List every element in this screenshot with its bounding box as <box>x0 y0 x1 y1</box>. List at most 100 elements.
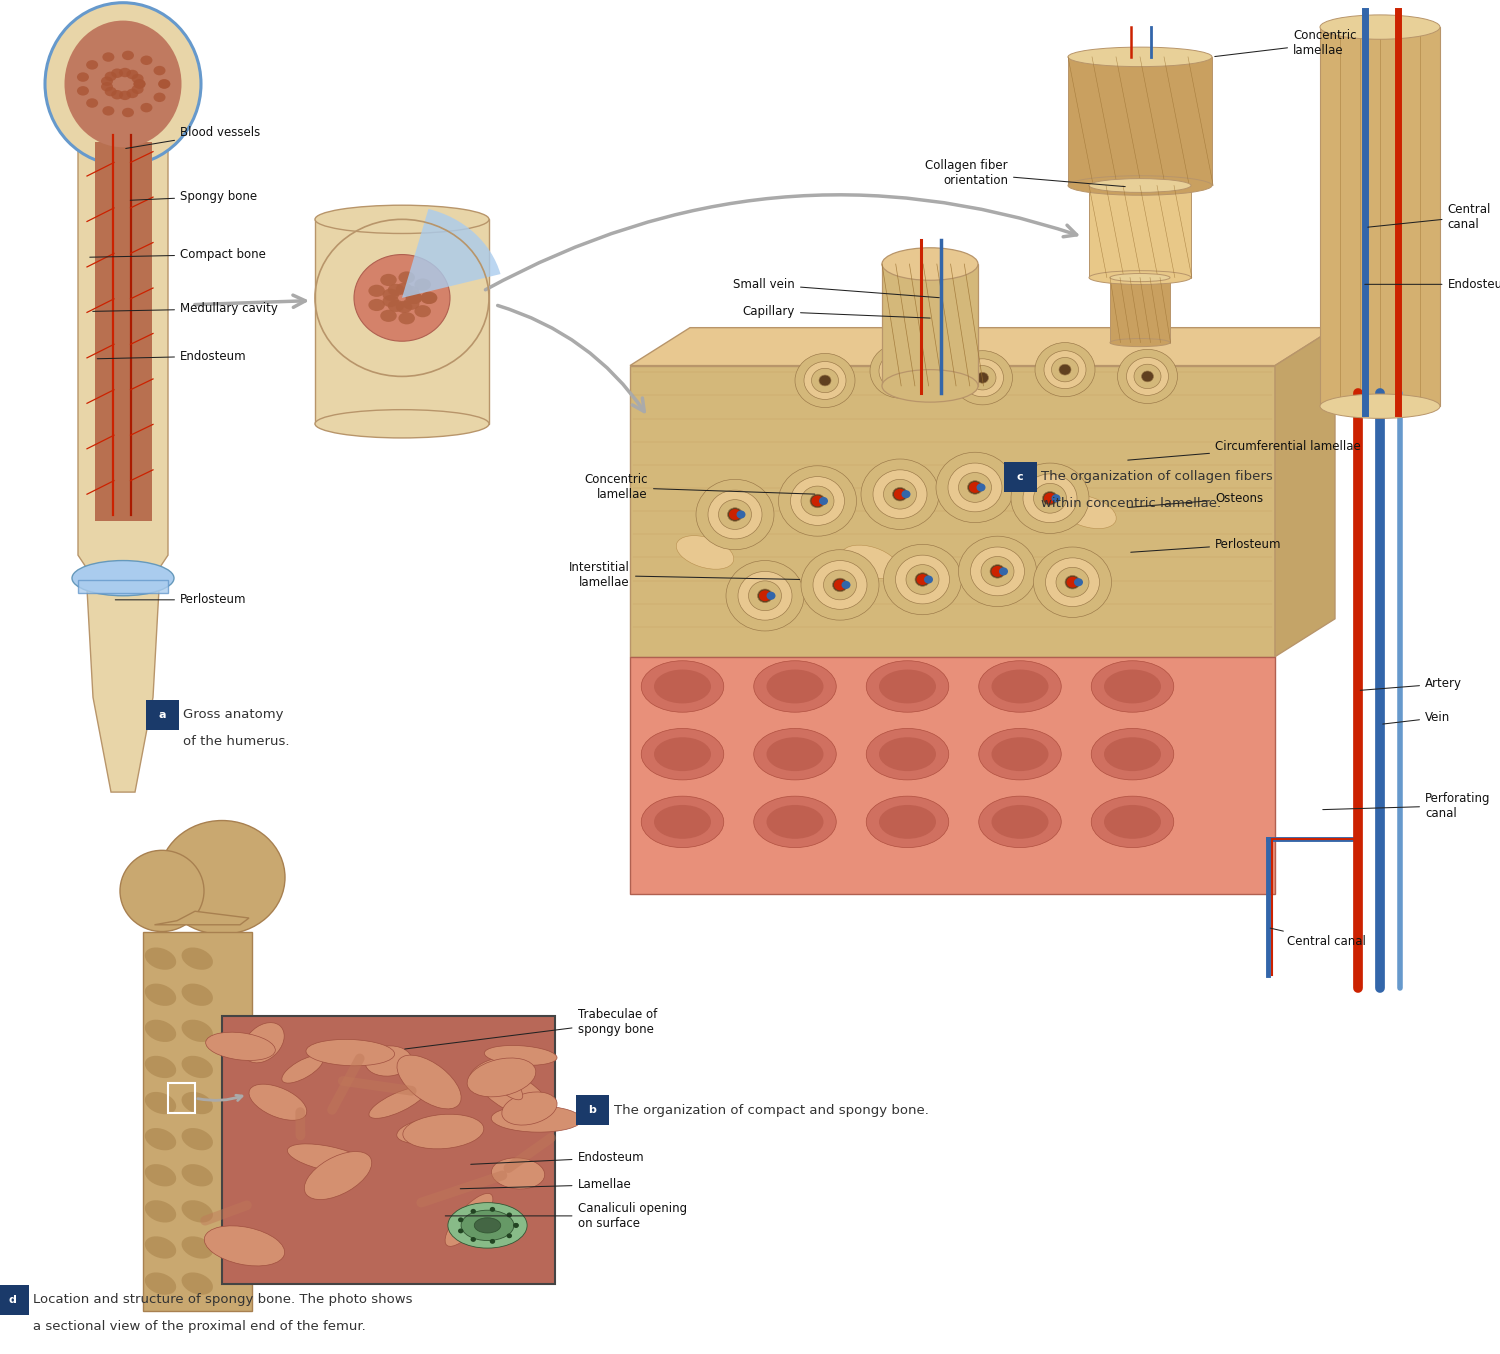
Ellipse shape <box>146 1236 176 1259</box>
Ellipse shape <box>978 661 1062 712</box>
Polygon shape <box>94 142 152 521</box>
Ellipse shape <box>122 50 134 60</box>
Circle shape <box>958 536 1036 607</box>
Ellipse shape <box>146 1200 176 1223</box>
Ellipse shape <box>992 804 1048 838</box>
Ellipse shape <box>398 1117 465 1144</box>
Text: Endosteum: Endosteum <box>471 1151 644 1164</box>
FancyBboxPatch shape <box>1004 462 1036 492</box>
Ellipse shape <box>405 292 423 305</box>
Ellipse shape <box>134 79 146 89</box>
Ellipse shape <box>654 669 711 703</box>
Circle shape <box>915 573 930 586</box>
Circle shape <box>824 570 856 600</box>
Ellipse shape <box>206 1032 276 1060</box>
Ellipse shape <box>414 305 430 317</box>
Text: Perforating
canal: Perforating canal <box>1323 792 1491 819</box>
Ellipse shape <box>466 1057 536 1097</box>
Text: Central
canal: Central canal <box>1368 203 1491 230</box>
Circle shape <box>916 574 928 585</box>
Ellipse shape <box>1090 796 1173 848</box>
Circle shape <box>990 565 1005 578</box>
Circle shape <box>861 459 939 529</box>
Ellipse shape <box>1104 738 1161 772</box>
Ellipse shape <box>315 206 489 233</box>
Circle shape <box>489 1206 495 1212</box>
Ellipse shape <box>879 669 936 703</box>
Circle shape <box>801 486 834 516</box>
Ellipse shape <box>470 1057 514 1086</box>
Ellipse shape <box>182 1200 213 1223</box>
FancyBboxPatch shape <box>1089 185 1191 278</box>
Circle shape <box>924 575 933 584</box>
Text: of the humerus.: of the humerus. <box>183 735 290 749</box>
Circle shape <box>842 581 850 589</box>
Ellipse shape <box>879 804 936 838</box>
Ellipse shape <box>867 796 948 848</box>
Ellipse shape <box>100 83 112 92</box>
Text: Location and structure of spongy bone. The photo shows: Location and structure of spongy bone. T… <box>33 1293 412 1307</box>
Ellipse shape <box>159 79 171 89</box>
Circle shape <box>892 487 908 501</box>
Text: Circumferential lamellae: Circumferential lamellae <box>1128 440 1360 460</box>
Ellipse shape <box>867 661 948 712</box>
Circle shape <box>1065 575 1080 589</box>
Text: Central canal: Central canal <box>1270 927 1366 948</box>
Ellipse shape <box>404 298 420 310</box>
Ellipse shape <box>474 1217 501 1233</box>
Ellipse shape <box>420 292 438 305</box>
Ellipse shape <box>182 948 213 969</box>
Text: Spongy bone: Spongy bone <box>130 190 256 203</box>
Circle shape <box>778 466 856 536</box>
Ellipse shape <box>654 738 711 772</box>
Polygon shape <box>630 657 1275 894</box>
Text: c: c <box>1017 471 1023 482</box>
Text: Endosteum: Endosteum <box>1365 278 1500 291</box>
Ellipse shape <box>182 1164 213 1186</box>
Circle shape <box>726 561 804 631</box>
Circle shape <box>718 500 752 529</box>
Ellipse shape <box>288 1144 370 1174</box>
Ellipse shape <box>111 69 123 79</box>
Circle shape <box>976 372 988 383</box>
Text: Gross anatomy: Gross anatomy <box>183 708 284 722</box>
Ellipse shape <box>766 669 824 703</box>
Circle shape <box>976 483 986 492</box>
Circle shape <box>810 494 825 508</box>
Polygon shape <box>154 911 249 925</box>
Ellipse shape <box>118 68 130 77</box>
Text: Osteons: Osteons <box>1128 492 1263 508</box>
Ellipse shape <box>882 248 978 280</box>
Circle shape <box>948 463 1002 512</box>
Ellipse shape <box>182 1236 213 1259</box>
Ellipse shape <box>182 1091 213 1114</box>
Circle shape <box>513 1223 519 1228</box>
FancyBboxPatch shape <box>882 264 978 386</box>
Ellipse shape <box>159 79 171 89</box>
Ellipse shape <box>503 1091 556 1125</box>
Ellipse shape <box>484 1045 556 1066</box>
Ellipse shape <box>1090 728 1173 780</box>
Circle shape <box>884 479 916 509</box>
Ellipse shape <box>120 850 204 932</box>
Circle shape <box>790 477 844 525</box>
Ellipse shape <box>1104 669 1161 703</box>
Ellipse shape <box>404 286 420 298</box>
Circle shape <box>1035 343 1095 397</box>
Ellipse shape <box>1110 338 1170 347</box>
Ellipse shape <box>446 1193 494 1246</box>
Polygon shape <box>630 328 1335 366</box>
Ellipse shape <box>304 1151 372 1200</box>
Circle shape <box>992 566 1004 577</box>
Circle shape <box>819 497 828 505</box>
Ellipse shape <box>364 1045 411 1076</box>
Circle shape <box>1066 577 1078 588</box>
Ellipse shape <box>405 292 423 305</box>
Ellipse shape <box>753 728 836 780</box>
Text: Medullary cavity: Medullary cavity <box>93 302 278 315</box>
Ellipse shape <box>141 56 153 65</box>
Text: Artery: Artery <box>1360 677 1462 691</box>
Ellipse shape <box>86 60 98 69</box>
Circle shape <box>1044 493 1056 504</box>
Ellipse shape <box>100 76 112 85</box>
